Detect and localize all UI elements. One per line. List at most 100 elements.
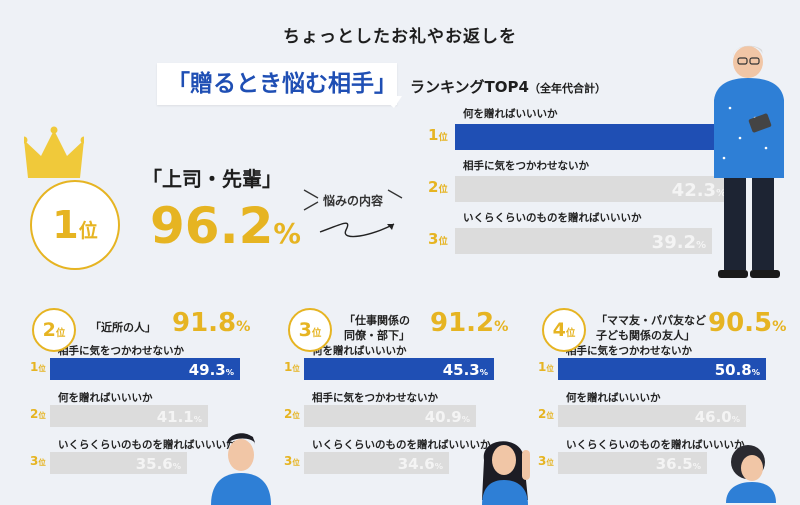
- bar-rank-unit: 位: [38, 411, 46, 420]
- bar-rank-unit: 位: [546, 458, 554, 467]
- bar-value-number: 40.9: [424, 408, 462, 426]
- bar-value-label: 46.0%: [695, 408, 740, 426]
- card-percentage: 91.2%: [430, 308, 508, 338]
- bar-track: 49.3%: [50, 358, 240, 380]
- card-category-name: 「近所の人」: [90, 320, 156, 335]
- elderly-man-illustration: [714, 45, 784, 278]
- bar-value-number: 45.3: [442, 361, 480, 379]
- bar-rank-label: 3位: [30, 454, 46, 468]
- title-ranking: ランキングTOP4: [410, 78, 529, 96]
- top-percentage: 96.2%: [150, 196, 301, 264]
- bar-track: 36.5%: [558, 452, 707, 474]
- man-illustration: [211, 433, 271, 505]
- rank-unit: 位: [565, 328, 576, 340]
- rank-number: 3: [298, 319, 312, 341]
- bar-value-number: 34.6: [397, 455, 435, 473]
- bar-value-pct: %: [434, 461, 443, 471]
- top-pct-sign: %: [273, 218, 301, 250]
- crown-icon: [24, 126, 84, 178]
- bar-rank-unit: 位: [546, 411, 554, 420]
- rank-unit: 位: [311, 328, 322, 340]
- bar-rank-number: 3: [30, 454, 39, 468]
- bar-rank-number: 2: [284, 407, 293, 421]
- card-title-line: 「ママ友・パパ友など: [596, 314, 706, 327]
- bar-category-label: 何を贈ればいいいか: [312, 345, 407, 357]
- bar-rank-label: 2位: [30, 407, 46, 421]
- bar-value-pct: %: [731, 414, 740, 424]
- card-value: 91.2: [430, 308, 495, 338]
- bar-category-label: いくらくらいのものを贈ればいいいか: [58, 439, 237, 451]
- bar-value-number: 35.6: [135, 455, 173, 473]
- bar-value-label: 49.3%: [189, 361, 234, 379]
- bar-value-number: 41.1: [156, 408, 194, 426]
- bar-rank-label: 3位: [284, 454, 300, 468]
- bar-rank-label: 1位: [30, 360, 46, 374]
- bar-value-pct: %: [751, 367, 760, 377]
- bar-rank-unit: 位: [292, 364, 300, 373]
- card-title-line: 「仕事関係の: [344, 314, 410, 327]
- card-title-line: 同僚・部下」: [344, 329, 410, 342]
- bar-track: 45.3%: [304, 358, 494, 380]
- bar-track: 41.1%: [50, 405, 208, 427]
- bar-rank-label: 2位: [428, 178, 448, 196]
- card-pct-sign: %: [236, 319, 251, 335]
- bar-value-pct: %: [225, 367, 234, 377]
- rank-1-number: 1: [52, 203, 79, 247]
- bar-value-number: 39.2: [651, 232, 697, 253]
- rank-number: 4: [552, 319, 566, 341]
- title-box: [157, 63, 397, 105]
- bar-category-label: いくらくらいのものを贈ればいいいか: [312, 439, 491, 451]
- card-value: 90.5: [708, 308, 773, 338]
- card-pct-sign: %: [494, 319, 509, 335]
- bar-category-label: 何を贈ればいいいか: [566, 392, 661, 404]
- bar-track: 35.6%: [50, 452, 187, 474]
- top-value: 96.2: [150, 197, 274, 255]
- bar-category-label: いくらくらいのものを贈ればいいいか: [463, 212, 642, 224]
- bar-value-label: 50.8%: [715, 361, 760, 379]
- card-category-name: 「ママ友・パパ友など 子ども関係の友人」: [596, 313, 706, 343]
- rank-number: 2: [42, 319, 56, 341]
- bar-category-label: 何を贈ればいいいか: [58, 392, 153, 404]
- top-category-name: 「上司・先輩」: [142, 167, 282, 191]
- bar-value-number: 49.3: [188, 361, 226, 379]
- card-percentage: 90.5%: [708, 308, 786, 338]
- bar-value-number: 36.5: [655, 455, 693, 473]
- bar-value-label: 34.6%: [398, 455, 443, 473]
- bar-value-number: 42.3: [671, 180, 717, 201]
- bar-rank-label: 3位: [428, 230, 448, 248]
- bar-rank-unit: 位: [292, 458, 300, 467]
- bar-rank-number: 2: [30, 407, 39, 421]
- bar-value-label: 40.9%: [425, 408, 470, 426]
- bar-rank-unit: 位: [38, 364, 46, 373]
- subtitle-heading: ちょっとしたお礼やお返しを: [283, 27, 517, 47]
- worry-arrow-icon: [303, 189, 403, 238]
- bar-value-number: 50.8: [714, 361, 752, 379]
- bar-category-label: 相手に気をつかわせないか: [312, 392, 438, 404]
- speech-tail-icon: [380, 96, 402, 108]
- title-note: （全年代合計）: [528, 82, 606, 95]
- bar-value-pct: %: [716, 188, 726, 199]
- bar-rank-number: 3: [284, 454, 293, 468]
- bar-track: 46.0%: [558, 405, 746, 427]
- bar-value-label: 39.2%: [652, 232, 706, 253]
- bar-value-pct: %: [479, 367, 488, 377]
- bar-value-label: 41.1%: [157, 408, 202, 426]
- bar-value-pct: %: [172, 461, 181, 471]
- bar-value-label: 42.3%: [672, 180, 726, 201]
- bar-track: 42.3%: [455, 176, 732, 202]
- bar-rank-label: 3位: [538, 454, 554, 468]
- bar-category-label: 何を贈ればいいいか: [463, 108, 558, 120]
- card-pct-sign: %: [772, 319, 787, 335]
- rank-1-unit: 位: [78, 220, 98, 243]
- title-highlight: 「贈るとき悩む相手」: [167, 71, 397, 97]
- bar-rank-unit: 位: [438, 184, 448, 195]
- child-parent-illustration: [726, 445, 776, 503]
- bar-category-label: いくらくらいのものを贈ればいいいか: [566, 439, 745, 451]
- bar-value-pct: %: [193, 414, 202, 424]
- bar-value-pct: %: [696, 240, 706, 251]
- bar-rank-number: 1: [538, 360, 547, 374]
